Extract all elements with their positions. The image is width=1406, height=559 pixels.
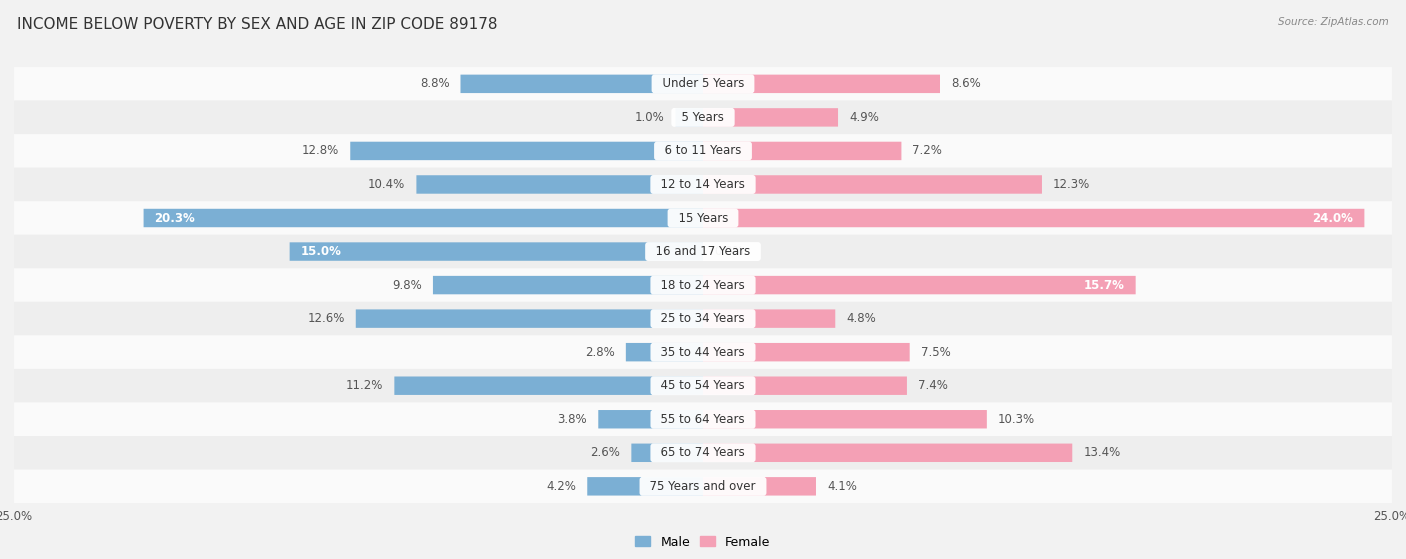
FancyBboxPatch shape [14, 369, 1392, 402]
FancyBboxPatch shape [703, 74, 941, 93]
Text: 13.4%: 13.4% [1083, 446, 1121, 459]
FancyBboxPatch shape [14, 402, 1392, 436]
FancyBboxPatch shape [14, 168, 1392, 201]
FancyBboxPatch shape [14, 302, 1392, 335]
Text: 15.7%: 15.7% [1084, 278, 1125, 292]
FancyBboxPatch shape [14, 470, 1392, 503]
FancyBboxPatch shape [14, 67, 1392, 101]
Text: 24.0%: 24.0% [1312, 211, 1354, 225]
Text: 16 and 17 Years: 16 and 17 Years [648, 245, 758, 258]
FancyBboxPatch shape [588, 477, 703, 496]
Text: 12.8%: 12.8% [302, 144, 339, 158]
FancyBboxPatch shape [14, 436, 1392, 470]
Text: 0.0%: 0.0% [714, 245, 744, 258]
FancyBboxPatch shape [703, 108, 838, 126]
Text: 8.8%: 8.8% [420, 77, 450, 91]
FancyBboxPatch shape [14, 134, 1392, 168]
FancyBboxPatch shape [350, 141, 703, 160]
Text: 75 Years and over: 75 Years and over [643, 480, 763, 493]
FancyBboxPatch shape [394, 377, 703, 395]
FancyBboxPatch shape [14, 201, 1392, 235]
Text: 4.9%: 4.9% [849, 111, 879, 124]
FancyBboxPatch shape [290, 243, 703, 260]
Text: 4.2%: 4.2% [547, 480, 576, 493]
Text: 3.8%: 3.8% [558, 413, 588, 426]
Legend: Male, Female: Male, Female [630, 530, 776, 553]
Text: 20.3%: 20.3% [155, 211, 195, 225]
FancyBboxPatch shape [416, 175, 703, 193]
FancyBboxPatch shape [703, 444, 1073, 462]
Text: 8.6%: 8.6% [950, 77, 981, 91]
Text: 11.2%: 11.2% [346, 379, 384, 392]
FancyBboxPatch shape [703, 343, 910, 361]
FancyBboxPatch shape [703, 477, 815, 496]
FancyBboxPatch shape [703, 175, 1042, 193]
Text: 12.6%: 12.6% [308, 312, 344, 325]
FancyBboxPatch shape [461, 74, 703, 93]
FancyBboxPatch shape [675, 108, 703, 126]
FancyBboxPatch shape [14, 235, 1392, 268]
FancyBboxPatch shape [703, 209, 1364, 227]
Text: 45 to 54 Years: 45 to 54 Years [654, 379, 752, 392]
Text: 7.4%: 7.4% [918, 379, 948, 392]
FancyBboxPatch shape [703, 141, 901, 160]
Text: 2.6%: 2.6% [591, 446, 620, 459]
Text: 65 to 74 Years: 65 to 74 Years [654, 446, 752, 459]
Text: 12 to 14 Years: 12 to 14 Years [654, 178, 752, 191]
Text: 6 to 11 Years: 6 to 11 Years [657, 144, 749, 158]
Text: 10.4%: 10.4% [368, 178, 405, 191]
FancyBboxPatch shape [631, 444, 703, 462]
Text: 7.2%: 7.2% [912, 144, 942, 158]
Text: 35 to 44 Years: 35 to 44 Years [654, 345, 752, 359]
FancyBboxPatch shape [433, 276, 703, 294]
Text: 12.3%: 12.3% [1053, 178, 1090, 191]
Text: 10.3%: 10.3% [998, 413, 1035, 426]
Text: Source: ZipAtlas.com: Source: ZipAtlas.com [1278, 17, 1389, 27]
FancyBboxPatch shape [599, 410, 703, 428]
Text: 15.0%: 15.0% [301, 245, 342, 258]
Text: 5 Years: 5 Years [675, 111, 731, 124]
FancyBboxPatch shape [703, 410, 987, 428]
Text: Under 5 Years: Under 5 Years [655, 77, 751, 91]
Text: 2.8%: 2.8% [585, 345, 614, 359]
Text: 1.0%: 1.0% [634, 111, 665, 124]
Text: 25 to 34 Years: 25 to 34 Years [654, 312, 752, 325]
Text: INCOME BELOW POVERTY BY SEX AND AGE IN ZIP CODE 89178: INCOME BELOW POVERTY BY SEX AND AGE IN Z… [17, 17, 498, 32]
FancyBboxPatch shape [703, 310, 835, 328]
Text: 9.8%: 9.8% [392, 278, 422, 292]
Text: 15 Years: 15 Years [671, 211, 735, 225]
FancyBboxPatch shape [626, 343, 703, 361]
FancyBboxPatch shape [703, 377, 907, 395]
FancyBboxPatch shape [703, 276, 1136, 294]
FancyBboxPatch shape [14, 335, 1392, 369]
FancyBboxPatch shape [356, 310, 703, 328]
FancyBboxPatch shape [14, 101, 1392, 134]
Text: 4.1%: 4.1% [827, 480, 856, 493]
Text: 7.5%: 7.5% [921, 345, 950, 359]
Text: 4.8%: 4.8% [846, 312, 876, 325]
Text: 55 to 64 Years: 55 to 64 Years [654, 413, 752, 426]
Text: 18 to 24 Years: 18 to 24 Years [654, 278, 752, 292]
FancyBboxPatch shape [14, 268, 1392, 302]
FancyBboxPatch shape [143, 209, 703, 227]
